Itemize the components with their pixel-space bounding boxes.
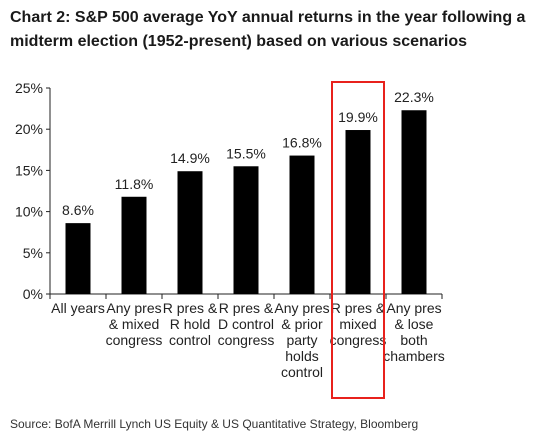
category-label-line: congress (106, 332, 163, 348)
category-label-line: control (281, 364, 323, 380)
chart-title: Chart 2: S&P 500 average YoY annual retu… (10, 6, 538, 54)
category-label-line: R pres & (331, 300, 386, 316)
y-tick-label: 0% (23, 286, 43, 302)
category-label-line: & prior (281, 316, 323, 332)
data-label: 15.5% (226, 145, 266, 161)
source-note: Source: BofA Merrill Lynch US Equity & U… (10, 417, 419, 431)
chart-title-line-2: midterm election (1952-present) based on… (10, 33, 468, 50)
bar (289, 155, 315, 294)
category-label: All years (51, 300, 105, 316)
category-label-line: R hold (170, 316, 210, 332)
category-label: Any pres & prior party holds control (274, 300, 329, 380)
y-tick-label: 10% (15, 204, 43, 220)
category-label-line: & mixed (109, 316, 160, 332)
data-label: 11.8% (115, 176, 154, 192)
y-tick-label: 5% (23, 245, 43, 261)
y-tick-label: 20% (15, 121, 43, 137)
bar (233, 166, 259, 294)
category-label-line: Any pres (274, 300, 329, 316)
category-label: R pres & mixed congress (330, 300, 387, 348)
bar (345, 130, 371, 294)
category-label-line: & lose (395, 316, 434, 332)
category-label: Any pres & mixed congress (106, 300, 163, 348)
bar (401, 110, 427, 294)
category-label-line: party (286, 332, 317, 348)
category-label: R pres & R hold control (163, 300, 218, 348)
category-label-line: mixed (339, 316, 376, 332)
chart-title-line-1: Chart 2: S&P 500 average YoY annual retu… (10, 9, 526, 26)
category-label-line: Any pres (386, 300, 441, 316)
bar (177, 171, 203, 294)
bar (65, 223, 91, 294)
data-label: 16.8% (282, 135, 322, 151)
category-label-line: control (169, 332, 211, 348)
bar (121, 196, 147, 294)
category-label-line: chambers (383, 348, 444, 364)
data-label: 8.6% (62, 202, 94, 218)
category-label-line: R pres & (163, 300, 218, 316)
category-label: R pres & D control congress (218, 300, 275, 348)
category-label-line: congress (218, 332, 275, 348)
data-label: 22.3% (394, 89, 434, 105)
y-tick-label: 15% (15, 162, 43, 178)
category-label-line: D control (218, 316, 274, 332)
y-tick-label: 25% (15, 80, 43, 96)
data-label: 19.9% (338, 109, 378, 125)
category-label-line: both (400, 332, 427, 348)
category-label-line: Any pres (106, 300, 161, 316)
category-label: Any pres & lose both chambers (383, 300, 444, 364)
category-label-line: congress (330, 332, 387, 348)
category-label-line: holds (285, 348, 318, 364)
data-label: 14.9% (170, 150, 210, 166)
highlight-box (331, 81, 385, 399)
category-label-line: R pres & (219, 300, 274, 316)
category-label-line: All years (51, 300, 105, 316)
